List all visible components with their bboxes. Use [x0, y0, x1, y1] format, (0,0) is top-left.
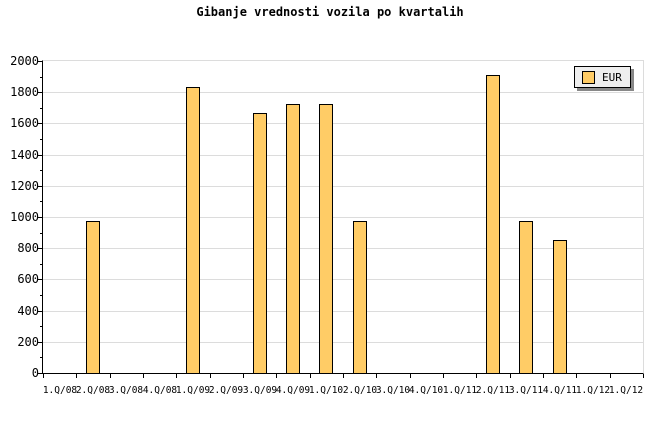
y-minor-tick: [40, 233, 43, 234]
x-axis-label: 4.Q/08: [142, 385, 178, 396]
legend-swatch-icon: [582, 70, 595, 84]
bar-4.Q/09: [286, 104, 300, 373]
x-axis-label: 2.Q/11: [475, 385, 511, 396]
y-minor-tick: [40, 201, 43, 202]
plot-area: [42, 60, 644, 374]
x-tick: [576, 374, 577, 378]
x-tick: [276, 374, 277, 378]
y-axis-label: 1800: [10, 85, 39, 99]
bar-4.Q/11: [553, 240, 567, 373]
gridline: [43, 279, 643, 281]
bar-3.Q/09: [253, 113, 267, 373]
x-tick: [143, 374, 144, 378]
x-tick: [610, 374, 611, 378]
chart-title: Gibanje vrednosti vozila po kvartalih: [196, 5, 464, 19]
bar-2.Q/11: [486, 75, 500, 373]
x-axis-label: 2.Q/10: [342, 385, 378, 396]
y-minor-tick: [40, 170, 43, 171]
y-major-tick: [37, 311, 43, 312]
x-axis-label: 1.Q/08: [42, 385, 78, 396]
x-axis-label: 3.Q/09: [242, 385, 278, 396]
x-tick: [476, 374, 477, 378]
y-minor-tick: [40, 139, 43, 140]
gridline: [43, 154, 643, 156]
y-axis-label: 200: [17, 335, 39, 349]
y-minor-tick: [40, 295, 43, 296]
y-major-tick: [37, 155, 43, 156]
y-minor-tick: [40, 357, 43, 358]
y-axis-label: 1200: [10, 179, 39, 193]
legend: EUR: [574, 66, 631, 88]
y-major-tick: [37, 373, 43, 374]
x-axis-label: 3.Q/11: [508, 385, 544, 396]
x-axis-label: 3.Q/10: [375, 385, 411, 396]
x-tick: [43, 374, 44, 378]
x-axis-label: 1.Q/11: [442, 385, 478, 396]
x-axis-label: 3.Q/08: [108, 385, 144, 396]
x-tick: [643, 374, 644, 378]
x-tick: [376, 374, 377, 378]
bar-1.Q/10: [319, 104, 333, 373]
bar-1.Q/09: [186, 87, 200, 373]
y-axis-label: 1400: [10, 148, 39, 162]
y-major-tick: [37, 61, 43, 62]
x-axis-label: 1.Q/09: [175, 385, 211, 396]
x-tick: [176, 374, 177, 378]
y-minor-tick: [40, 77, 43, 78]
y-major-tick: [37, 217, 43, 218]
x-tick: [243, 374, 244, 378]
y-major-tick: [37, 186, 43, 187]
y-major-tick: [37, 123, 43, 124]
bar-3.Q/11: [519, 221, 533, 373]
gridline: [43, 92, 643, 94]
x-tick: [310, 374, 311, 378]
x-tick: [210, 374, 211, 378]
bar-2.Q/08: [86, 221, 100, 373]
x-axis-label: 1.Q/12: [608, 385, 644, 396]
y-major-tick: [37, 279, 43, 280]
y-minor-tick: [40, 326, 43, 327]
y-axis-label: 0: [31, 366, 39, 380]
gridline: [43, 248, 643, 250]
gridline: [43, 341, 643, 343]
x-tick: [510, 374, 511, 378]
gridline: [43, 185, 643, 187]
y-axis-label: 1000: [10, 210, 39, 224]
x-tick: [110, 374, 111, 378]
x-tick: [76, 374, 77, 378]
x-axis-label: 1.Q/10: [308, 385, 344, 396]
x-axis-label: 2.Q/08: [75, 385, 111, 396]
legend-label: EUR: [602, 70, 622, 84]
x-tick: [343, 374, 344, 378]
y-major-tick: [37, 92, 43, 93]
x-axis-label: 2.Q/09: [208, 385, 244, 396]
y-major-tick: [37, 342, 43, 343]
y-major-tick: [37, 248, 43, 249]
y-minor-tick: [40, 108, 43, 109]
y-axis-label: 1600: [10, 116, 39, 130]
y-axis-label: 800: [17, 241, 39, 255]
y-axis-label: 600: [17, 272, 39, 286]
x-axis-label: 4.Q/10: [408, 385, 444, 396]
x-tick: [443, 374, 444, 378]
x-axis-label: 4.Q/11: [542, 385, 578, 396]
bar-2.Q/10: [353, 221, 367, 373]
gridline: [43, 123, 643, 125]
gridline: [43, 217, 643, 218]
x-tick: [410, 374, 411, 378]
y-minor-tick: [40, 264, 43, 265]
y-axis-label: 400: [17, 304, 39, 318]
gridline: [43, 310, 643, 312]
x-tick: [543, 374, 544, 378]
x-axis-label: 1.Q/12: [575, 385, 611, 396]
y-axis-label: 2000: [10, 54, 39, 68]
x-axis-label: 4.Q/09: [275, 385, 311, 396]
